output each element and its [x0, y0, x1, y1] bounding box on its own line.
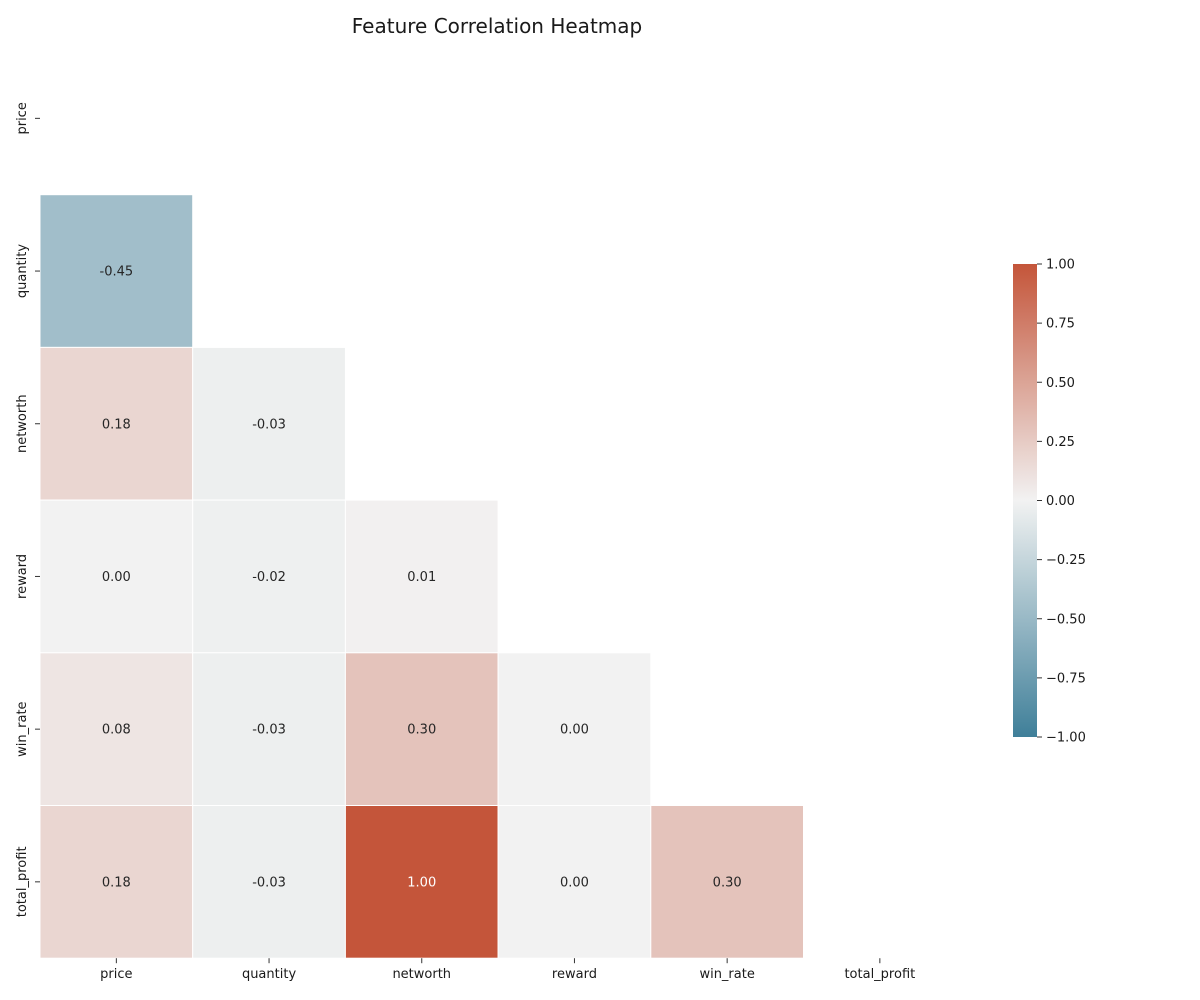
x-tick-label: total_profit	[844, 967, 915, 982]
cell-value-label: 0.08	[102, 723, 131, 738]
cell-value-label: -0.45	[100, 265, 134, 280]
colorbar-tick-label: 0.75	[1046, 317, 1075, 332]
heatmap-cell	[192, 805, 346, 959]
y-tick-label: total_profit	[15, 846, 30, 917]
cell-value-label: 0.01	[407, 570, 436, 585]
cell-value-label: 1.00	[407, 875, 436, 890]
cell-value-label: -0.03	[252, 417, 286, 432]
heatmap-cell	[39, 499, 194, 654]
cell-value-label: -0.02	[252, 570, 286, 585]
cell-value-label: 0.00	[102, 570, 131, 585]
colorbar-tick-label: −0.25	[1046, 553, 1086, 568]
cell-value-label: 0.00	[560, 875, 589, 890]
y-tick-label: reward	[15, 554, 30, 599]
heatmap-cell	[39, 346, 194, 501]
heatmap-cell	[192, 499, 346, 654]
cell-value-label: 0.30	[407, 723, 436, 738]
colorbar-gradient	[1013, 264, 1037, 737]
x-axis: price quantity networth reward win_rate total…	[100, 958, 915, 982]
heatmap-cell	[497, 805, 652, 959]
y-tick-label: quantity	[15, 244, 30, 299]
cell-value-label: 0.30	[713, 875, 742, 890]
heatmap-cell	[344, 499, 499, 654]
x-tick-label: networth	[392, 967, 451, 982]
heatmap-cell	[192, 652, 346, 806]
y-tick-label: win_rate	[15, 701, 30, 756]
heatmap-cell	[344, 805, 499, 959]
colorbar: 1.00 0.75 0.50 0.25 0.00 −0.25 −0.50 −0.75 −1.00	[1013, 258, 1086, 746]
cell-value-label: -0.03	[252, 875, 286, 890]
x-tick-label: price	[100, 967, 132, 982]
heatmap-cell	[39, 652, 194, 806]
cell-value-label: 0.18	[102, 417, 131, 432]
x-tick-label: win_rate	[699, 967, 754, 982]
x-tick-label: quantity	[242, 967, 297, 982]
colorbar-tick-label: 1.00	[1046, 258, 1075, 273]
y-tick-label: networth	[15, 394, 30, 453]
chart-title: Feature Correlation Heatmap	[352, 14, 642, 38]
x-tick-label: reward	[552, 967, 597, 982]
heatmap-cells: -0.45 0.18 -0.03 0.00 -0.02 0.01 0.08 -0.03 0.30…	[39, 194, 804, 959]
colorbar-tick-label: 0.00	[1046, 494, 1075, 509]
colorbar-tick-label: 0.25	[1046, 435, 1075, 450]
cell-value-label: 0.00	[560, 723, 589, 738]
cell-value-label: 0.18	[102, 875, 131, 890]
y-tick-label: price	[15, 102, 30, 134]
heatmap-cell	[497, 652, 652, 806]
colorbar-tick-label: −1.00	[1046, 731, 1086, 746]
colorbar-tick-label: 0.50	[1046, 376, 1075, 391]
colorbar-tick-label: −0.75	[1046, 671, 1086, 686]
heatmap-cell	[39, 194, 194, 348]
y-axis: price quantity networth reward win_ratetotal…	[15, 102, 40, 917]
heatmap-cell	[650, 805, 804, 959]
cell-value-label: -0.03	[252, 723, 286, 738]
colorbar-tick-label: −0.50	[1046, 612, 1086, 627]
heatmap-cell	[192, 346, 346, 501]
